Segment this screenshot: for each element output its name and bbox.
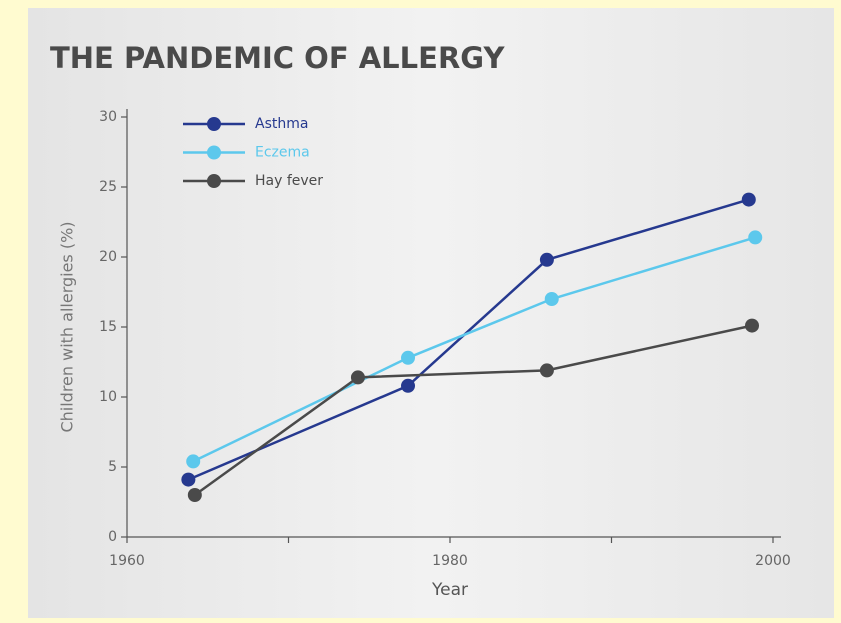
- legend-marker: [207, 117, 221, 131]
- legend-marker: [207, 174, 221, 188]
- series-line: [192, 236, 756, 463]
- y-tick-label: 5: [108, 459, 117, 475]
- y-tick-label: 20: [99, 249, 117, 265]
- legend-label: Hay fever: [255, 173, 323, 189]
- y-tick-label: 10: [99, 389, 117, 405]
- panel: [28, 8, 834, 618]
- chart-title: THE PANDEMIC OF ALLERGY: [50, 41, 505, 75]
- y-tick-label: 0: [108, 529, 117, 545]
- y-tick-label: 15: [99, 319, 117, 335]
- data-point: [748, 230, 763, 245]
- x-tick-label: 1960: [109, 553, 145, 569]
- x-axis-label: Year: [431, 580, 468, 600]
- data-point: [350, 370, 365, 385]
- data-point: [539, 252, 554, 267]
- data-point: [741, 192, 756, 207]
- series-line: [187, 198, 750, 481]
- data-point: [539, 363, 554, 378]
- data-point: [187, 488, 202, 502]
- x-tick-label: 1980: [432, 553, 468, 569]
- data-point: [401, 350, 416, 365]
- data-point: [401, 378, 416, 393]
- data-point: [544, 292, 559, 306]
- legend-marker: [207, 145, 221, 160]
- x-tick-label: 2000: [755, 553, 791, 569]
- legend-label: Asthma: [255, 116, 308, 132]
- data-point: [181, 472, 196, 487]
- series-line: [194, 324, 753, 497]
- legend-label: Eczema: [255, 145, 310, 161]
- y-axis-label: Children with allergies (%): [58, 221, 77, 432]
- data-point: [186, 454, 201, 469]
- y-tick-label: 25: [99, 179, 117, 195]
- y-tick-label: 30: [99, 109, 117, 125]
- data-point: [745, 318, 760, 333]
